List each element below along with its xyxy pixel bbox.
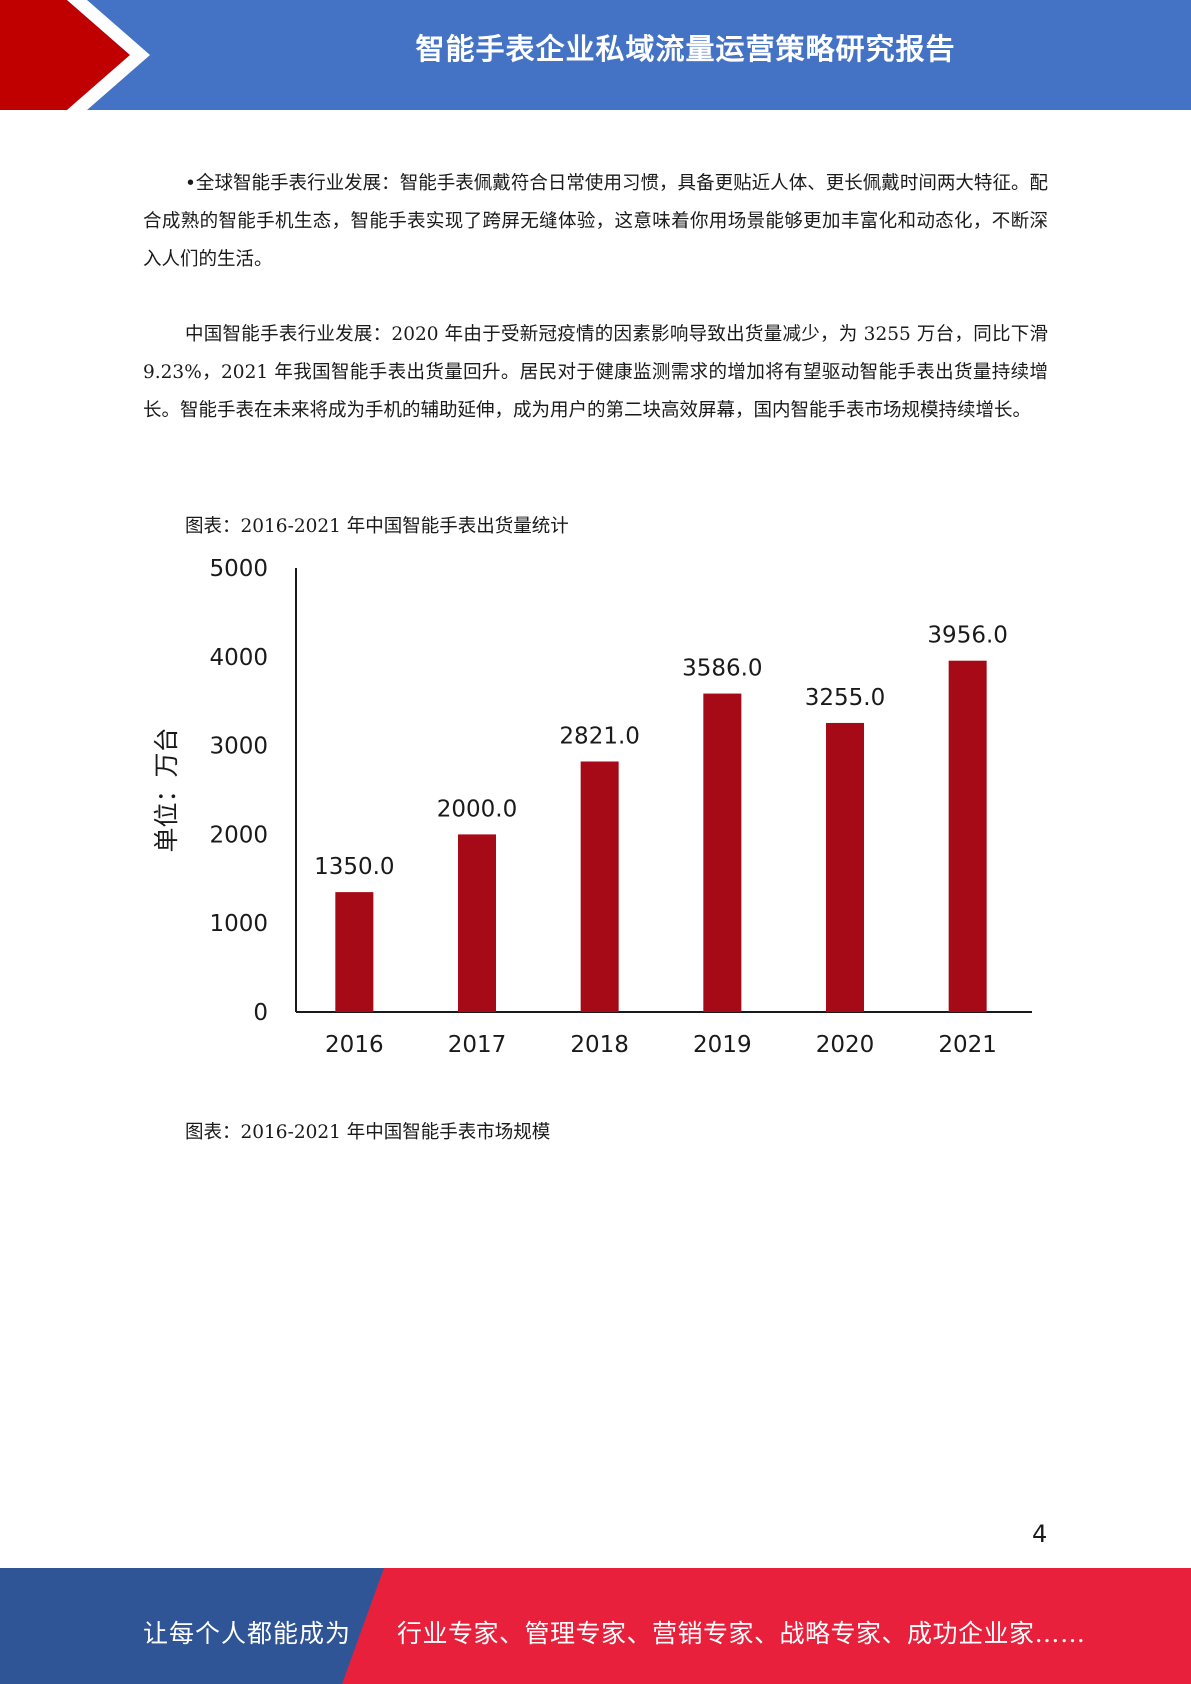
bar-2021 — [948, 660, 987, 1012]
x-tick-label: 2018 — [570, 1032, 629, 1058]
footer-slogan-right: 行业专家、管理专家、营销专家、战略专家、成功企业家…… — [397, 1619, 1086, 1648]
x-tick-label: 2019 — [693, 1032, 752, 1058]
y-tick-label: 2000 — [209, 822, 268, 848]
data-label-2019: 3586.0 — [682, 656, 762, 682]
bar-2017 — [458, 834, 496, 1012]
x-tick-label: 2021 — [938, 1032, 997, 1058]
page-header: 智能手表企业私域流量运营策略研究报告 — [0, 0, 1191, 110]
data-label-2016: 1350.0 — [314, 854, 394, 880]
x-tick-label: 2017 — [448, 1032, 507, 1058]
paragraph-china-industry: 中国智能手表行业发展：2020 年由于受新冠疫情的因素影响导致出货量减少，为 3… — [143, 324, 1048, 421]
y-tick-label: 3000 — [209, 734, 268, 760]
data-label-2021: 3956.0 — [927, 623, 1007, 649]
page-number: 4 — [1032, 1520, 1048, 1548]
paragraph-global-industry: •全球智能手表行业发展：智能手表佩戴符合日常使用习惯，具备更贴近人体、更长佩戴时… — [143, 173, 1048, 270]
header-arrow-decoration — [0, 0, 150, 110]
page-footer: 让每个人都能成为 行业专家、管理专家、营销专家、战略专家、成功企业家…… — [0, 1568, 1191, 1684]
bar-2016 — [335, 892, 374, 1012]
y-tick-label: 4000 — [209, 645, 268, 671]
y-tick-label: 1000 — [209, 911, 268, 937]
y-tick-label: 0 — [253, 1000, 268, 1026]
x-tick-label: 2016 — [325, 1032, 384, 1058]
chart-caption-market-size: 图表：2016-2021 年中国智能手表市场规模 — [185, 1122, 551, 1143]
data-label-2020: 3255.0 — [805, 685, 885, 711]
bar-2019 — [703, 693, 742, 1012]
shipment-bar-chart: 0 1000 2000 3000 4000 5000 单位：万台 1350.0 2016 2000… — [152, 556, 1032, 1058]
data-label-2018: 2821.0 — [559, 723, 639, 749]
footer-background — [0, 1568, 1191, 1684]
chart-caption-shipments: 图表：2016-2021 年中国智能手表出货量统计 — [185, 516, 569, 537]
x-tick-label: 2020 — [816, 1032, 875, 1058]
report-title: 智能手表企业私域流量运营策略研究报告 — [415, 32, 956, 66]
data-label-2017: 2000.0 — [437, 796, 517, 822]
y-tick-label: 5000 — [209, 556, 268, 582]
y-axis-label: 单位：万台 — [152, 727, 181, 852]
bar-2018 — [580, 761, 619, 1012]
footer-slogan-left: 让每个人都能成为 — [143, 1619, 352, 1648]
bar-2020 — [826, 722, 864, 1012]
